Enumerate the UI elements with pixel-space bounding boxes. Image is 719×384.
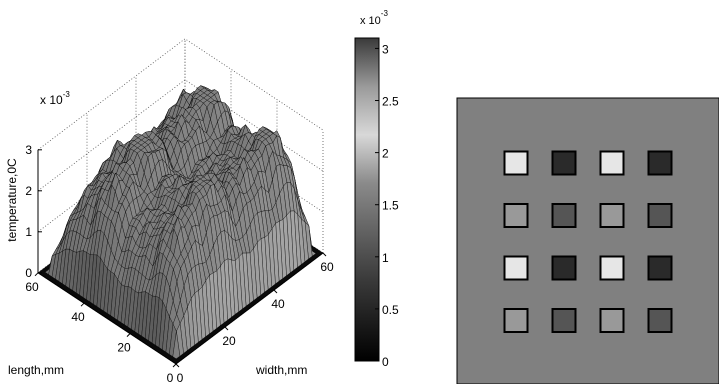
x-tick [322, 252, 327, 257]
x-tick-label: 40 [271, 297, 285, 311]
y-tick-label: 40 [71, 310, 85, 324]
heatmap-cell [551, 150, 577, 176]
colorbar-tick-label: 1.5 [382, 199, 399, 213]
heatmap-cell [551, 308, 577, 333]
x-tick [224, 326, 229, 331]
z-tick-label: 3 [25, 143, 32, 157]
heatmap-cell [647, 308, 673, 333]
heatmap-cell [599, 203, 625, 228]
colorbar-tick-label: 0 [382, 355, 389, 369]
heatmap-cell [647, 150, 673, 176]
y-axis-line [37, 272, 177, 365]
colorbar-tick-label: 0.5 [382, 303, 399, 317]
x-tick-label: 60 [320, 260, 334, 274]
y-tick [80, 302, 85, 307]
heatmap-background [456, 97, 719, 384]
heatmap-cell [599, 150, 625, 176]
heatmap-cell [503, 203, 529, 228]
x-tick-label: 20 [222, 334, 236, 348]
z-axis-label: temperature,0C [5, 158, 19, 242]
heatmap-cell [503, 150, 529, 176]
z-tick-label: 0 [25, 266, 32, 280]
colorbar-tick-label: 3 [382, 42, 389, 56]
y-tick-label: 20 [117, 341, 131, 355]
grid-line [37, 38, 324, 151]
y-tick-label: 0 [167, 371, 174, 384]
y-tick [172, 363, 177, 368]
heatmap-cell [599, 255, 625, 281]
y-tick [126, 333, 131, 337]
y-tick [34, 272, 39, 277]
heatmap-cell [551, 255, 577, 281]
colorbar-tick-label: 1 [382, 251, 389, 265]
x-axis-line [175, 252, 324, 365]
colorbar-multiplier-exponent: -3 [381, 9, 389, 18]
colorbar-gradient [354, 37, 380, 362]
z-multiplier: x 10-3 [40, 90, 70, 107]
z-tick-label: 1 [25, 225, 32, 239]
x-tick-label: 0 [177, 371, 184, 384]
colorbar-tick-label: 2.5 [382, 95, 399, 109]
heatmap-plot [456, 97, 719, 384]
colorbar: x 10-3 0 0.5 1 1.5 2 2.5 3 [354, 9, 399, 369]
heatmap-cell [503, 255, 529, 281]
y-tick-label: 60 [25, 280, 39, 294]
heatmap-cell [647, 203, 673, 228]
z-multiplier-exponent: -3 [63, 90, 71, 99]
x-tick [175, 363, 180, 368]
heatmap-cell [551, 203, 577, 228]
heatmap-cell [599, 308, 625, 333]
colorbar-multiplier: x 10-3 [360, 9, 388, 27]
x-tick [273, 289, 278, 294]
colorbar-tick-label: 2 [382, 147, 389, 161]
heatmap-cell [503, 308, 529, 333]
x-axis-label: width,mm [255, 363, 307, 377]
heatmap-cell [647, 255, 673, 281]
z-tick-label: 2 [25, 184, 32, 198]
y-axis-label: length,mm [8, 363, 64, 377]
